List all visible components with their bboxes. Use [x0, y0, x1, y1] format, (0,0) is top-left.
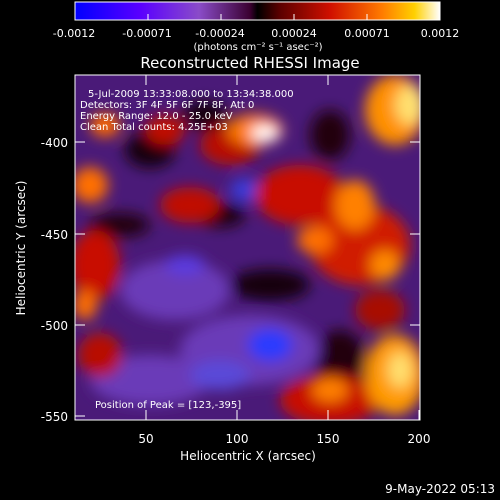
- colorbar: [74, 1, 441, 21]
- plot-frame: [74, 74, 421, 421]
- axis-ticks: [75, 75, 420, 420]
- y-tick-label: -450: [41, 228, 68, 242]
- plot-title: Reconstructed RHESSI Image: [140, 54, 359, 72]
- colorbar-tick-label: -0.0012: [53, 27, 95, 40]
- x-tick-label: 50: [138, 432, 153, 446]
- colorbar-tick-label: -0.00071: [122, 27, 171, 40]
- footer-date: 9-May-2022 05:13: [385, 482, 495, 496]
- rhessi-image: [75, 75, 420, 420]
- info-energy-range: Energy Range: 12.0 - 25.0 keV: [80, 111, 233, 122]
- colorbar-tick-label: 0.00071: [344, 27, 390, 40]
- info-clean-counts: Clean Total counts: 4.25E+03: [80, 122, 228, 133]
- info-detectors: Detectors: 3F 4F 5F 6F 7F 8F, Att 0: [80, 100, 254, 111]
- x-tick-label: 150: [317, 432, 340, 446]
- y-tick-label: -400: [41, 136, 68, 150]
- colorbar-tick-label: -0.00024: [195, 27, 244, 40]
- colorbar-tick-label: 0.0012: [421, 27, 460, 40]
- y-tick-label: -500: [41, 319, 68, 333]
- y-tick-label: -550: [41, 410, 68, 424]
- x-axis-label: Heliocentric X (arcsec): [180, 449, 316, 463]
- info-time-range: 5-Jul-2009 13:33:08.000 to 13:34:38.000: [88, 89, 294, 100]
- x-tick-label: 200: [408, 432, 431, 446]
- peak-position-label: Position of Peak = [123,-395]: [95, 400, 241, 411]
- y-axis-label: Heliocentric Y (arcsec): [14, 181, 28, 316]
- colorbar-ticks: [74, 14, 441, 20]
- x-tick-label: 100: [226, 432, 249, 446]
- colorbar-unit-label: (photons cm⁻² s⁻¹ asec⁻²): [193, 42, 322, 53]
- colorbar-tick-label: 0.00024: [271, 27, 317, 40]
